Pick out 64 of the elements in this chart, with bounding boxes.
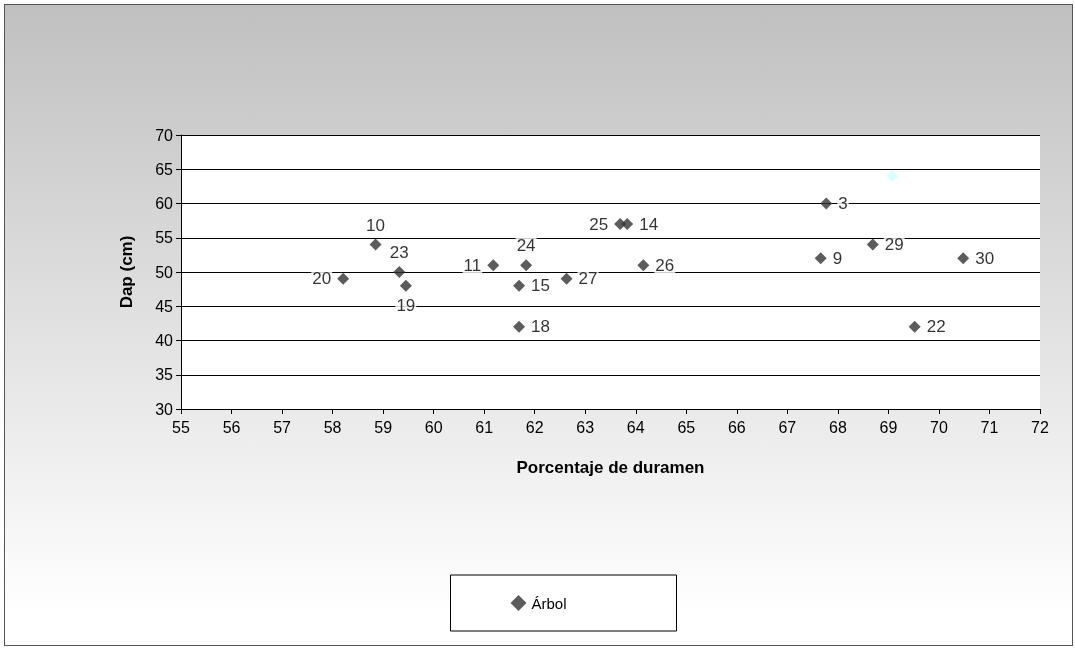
x-tick-label: 65 <box>677 418 696 436</box>
point <box>399 279 412 292</box>
y-tick-label: 60 <box>155 195 174 212</box>
point <box>513 320 526 333</box>
annotation: 23 <box>389 243 409 262</box>
x-tick-label: 64 <box>626 418 645 436</box>
annotation: 22 <box>926 317 946 337</box>
x-tick-label: 58 <box>323 418 342 436</box>
point <box>513 279 526 292</box>
annotation: 29 <box>884 235 904 255</box>
point <box>621 218 634 231</box>
x-tick-label: 71 <box>980 418 999 436</box>
x-tick-label: 57 <box>273 418 292 436</box>
y-tick-label: 40 <box>155 332 174 349</box>
point <box>814 252 827 265</box>
x-tick-label: 59 <box>374 418 393 436</box>
point <box>820 197 833 210</box>
annotation: 11 <box>463 255 482 275</box>
x-tick-label: 68 <box>828 418 847 436</box>
annotation: 9 <box>832 248 843 268</box>
x-tick-label: 72 <box>1031 418 1049 436</box>
x-tick-label: 66 <box>727 418 746 436</box>
point <box>957 252 970 265</box>
y-axis-title: Dap (cm) <box>117 235 136 309</box>
annotation: 26 <box>655 255 675 275</box>
y-tick-label: 50 <box>155 263 174 281</box>
x-tick-label: 55 <box>172 418 190 436</box>
point <box>393 266 406 278</box>
x-tick-label: 61 <box>475 418 494 436</box>
annotation: 24 <box>516 236 536 256</box>
point <box>487 259 500 272</box>
point <box>337 272 350 285</box>
point <box>520 259 533 272</box>
annotation: 30 <box>975 248 995 268</box>
y-tick-label: 45 <box>155 297 174 315</box>
x-tick-label: 67 <box>778 418 797 436</box>
annotation: 25 <box>589 214 609 234</box>
point <box>369 238 382 251</box>
y-tick-label: 30 <box>155 400 174 418</box>
point <box>866 238 879 251</box>
annotation: 20 <box>312 269 332 289</box>
annotation: 14 <box>639 214 659 234</box>
legend-label: Árbol <box>531 594 567 612</box>
annotation: 3 <box>838 194 848 213</box>
x-tick-label: 69 <box>879 418 898 436</box>
y-tick-label: 35 <box>155 366 174 384</box>
point <box>637 259 650 272</box>
x-axis-title: Porcentaje de duramen <box>516 458 705 477</box>
annotation: 27 <box>578 269 598 289</box>
point <box>908 320 921 333</box>
annotation: 15 <box>531 276 550 296</box>
x-tick-label: 56 <box>222 418 241 436</box>
y-tick-label: 70 <box>155 126 174 144</box>
annotation: 18 <box>531 317 550 337</box>
y-tick-label: 65 <box>155 160 174 178</box>
x-tick-label: 62 <box>525 418 544 436</box>
annotation: 10 <box>366 215 385 235</box>
x-tick-label: 70 <box>930 418 948 436</box>
y-tick-label: 55 <box>155 229 174 247</box>
point <box>560 272 573 285</box>
x-tick-label: 63 <box>576 418 595 436</box>
annotation: 19 <box>396 295 416 315</box>
point <box>886 170 899 183</box>
x-tick-label: 60 <box>424 418 443 436</box>
